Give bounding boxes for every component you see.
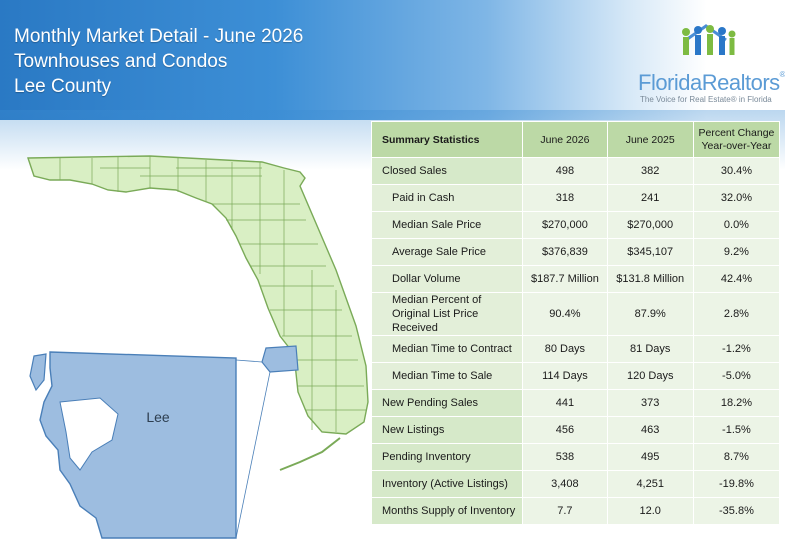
summary-statistics-table: Summary Statistics June 2026 June 2025 P… [371,121,780,525]
realtors-people-icon [682,24,736,55]
row-label: Median Percent of Original List Price Re… [372,293,523,335]
lee-map-label: Lee [146,409,170,425]
florida-realtors-logo: FloridaRealtors® The Voice for Real Esta… [634,18,785,106]
row-percent-change: -19.8% [693,471,779,497]
county-name: Lee County [14,76,112,97]
table-row: Dollar Volume $187.7 Million $131.8 Millio… [372,266,779,292]
table-header-row: Summary Statistics June 2026 June 2025 P… [372,122,779,157]
lee-county-island [29,353,47,392]
lee-county-enlarged [39,351,237,539]
row-label: Dollar Volume [372,266,523,292]
row-label: Median Time to Contract [372,336,523,362]
row-june-2025-value: $270,000 [607,212,693,238]
row-june-2025-value: $345,107 [607,239,693,265]
row-percent-change: -35.8% [693,498,779,524]
row-percent-change: -1.5% [693,417,779,443]
row-percent-change: 0.0% [693,212,779,238]
header-june-2026: June 2026 [523,122,607,157]
row-june-2026-value: 498 [523,158,607,184]
table-row: Pending Inventory 538 495 8.7% [372,444,779,470]
row-label: Months Supply of Inventory [372,498,523,524]
row-june-2026-value: 538 [523,444,607,470]
row-june-2026-value: 7.7 [523,498,607,524]
row-percent-change: 2.8% [693,293,779,335]
row-label: Paid in Cash [372,185,523,211]
row-june-2026-value: $187.7 Million [523,266,607,292]
row-june-2026-value: 114 Days [523,363,607,389]
table-row: Median Time to Sale 114 Days 120 Days -5.0% [372,363,779,389]
row-percent-change: -5.0% [693,363,779,389]
row-label: Closed Sales [372,158,523,184]
row-june-2026-value: 3,408 [523,471,607,497]
table-row: Inventory (Active Listings) 3,408 4,251 -19… [372,471,779,497]
row-june-2026-value: $376,839 [523,239,607,265]
row-june-2026-value: $270,000 [523,212,607,238]
row-label: Pending Inventory [372,444,523,470]
row-june-2026-value: 456 [523,417,607,443]
property-type: Townhouses and Condos [14,51,228,72]
row-june-2026-value: 90.4% [523,293,607,335]
row-percent-change: 8.7% [693,444,779,470]
row-percent-change: 30.4% [693,158,779,184]
table-row: Closed Sales 498 382 30.4% [372,158,779,184]
row-label: New Listings [372,417,523,443]
table-row: New Pending Sales 441 373 18.2% [372,390,779,416]
table-row: Months Supply of Inventory 7.7 12.0 -35.8% [372,498,779,524]
row-june-2025-value: 87.9% [607,293,693,335]
county-borders [59,156,366,432]
lee-county-bay [59,397,119,471]
row-june-2026-value: 441 [523,390,607,416]
row-june-2025-value: 463 [607,417,693,443]
table-row: New Listings 456 463 -1.5% [372,417,779,443]
row-june-2025-value: 241 [607,185,693,211]
row-june-2026-value: 318 [523,185,607,211]
row-label: New Pending Sales [372,390,523,416]
row-june-2025-value: 495 [607,444,693,470]
row-percent-change: 18.2% [693,390,779,416]
row-june-2025-value: 81 Days [607,336,693,362]
report-title: Monthly Market Detail - June 2026 [14,26,304,47]
header-june-2025: June 2025 [607,122,693,157]
lee-county-highlight [261,345,299,373]
header-percent-change-text: Percent Change Year-over-Year [698,126,775,152]
row-percent-change: 42.4% [693,266,779,292]
table-row: Average Sale Price $376,839 $345,107 9.2% [372,239,779,265]
logo-wordmark: FloridaRealtors® [638,70,785,95]
row-june-2025-value: 373 [607,390,693,416]
table-row: Median Percent of Original List Price Re… [372,293,779,335]
header-summary-statistics: Summary Statistics [372,122,523,157]
row-percent-change: 32.0% [693,185,779,211]
row-june-2025-value: 12.0 [607,498,693,524]
header-banner [0,0,785,120]
row-label: Average Sale Price [372,239,523,265]
row-label: Median Sale Price [372,212,523,238]
row-june-2025-value: $131.8 Million [607,266,693,292]
row-june-2025-value: 120 Days [607,363,693,389]
row-label: Median Time to Sale [372,363,523,389]
logo-tagline: The Voice for Real Estate® in Florida [640,95,772,104]
header-percent-change: Percent Change Year-over-Year [693,122,779,157]
row-june-2025-value: 382 [607,158,693,184]
title-block: Monthly Market Detail - June 2026 Townho… [14,24,303,99]
florida-keys [279,437,341,471]
row-label: Inventory (Active Listings) [372,471,523,497]
table-row: Median Sale Price $270,000 $270,000 0.0% [372,212,779,238]
row-percent-change: 9.2% [693,239,779,265]
florida-county-map: Lee [27,155,369,539]
row-june-2026-value: 80 Days [523,336,607,362]
table-row: Median Time to Contract 80 Days 81 Days -1.… [372,336,779,362]
row-june-2025-value: 4,251 [607,471,693,497]
row-percent-change: -1.2% [693,336,779,362]
table-row: Paid in Cash 318 241 32.0% [372,185,779,211]
